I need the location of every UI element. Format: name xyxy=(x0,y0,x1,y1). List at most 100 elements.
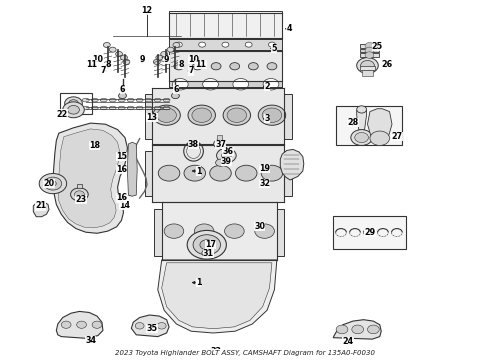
Bar xyxy=(129,189,133,190)
Bar xyxy=(169,81,282,87)
Bar xyxy=(360,44,379,48)
Ellipse shape xyxy=(118,98,125,102)
Circle shape xyxy=(355,132,368,143)
Circle shape xyxy=(368,325,379,334)
Ellipse shape xyxy=(163,106,170,110)
Ellipse shape xyxy=(82,98,89,102)
Polygon shape xyxy=(158,260,277,333)
Bar xyxy=(129,194,133,196)
Text: 29: 29 xyxy=(365,228,375,237)
Circle shape xyxy=(44,177,62,190)
Circle shape xyxy=(357,58,378,73)
Bar xyxy=(169,39,282,50)
Circle shape xyxy=(203,78,219,90)
Circle shape xyxy=(135,323,144,329)
Circle shape xyxy=(192,108,212,122)
Circle shape xyxy=(236,165,257,181)
Bar xyxy=(133,194,136,195)
Text: 24: 24 xyxy=(343,338,353,346)
Ellipse shape xyxy=(109,106,116,110)
Circle shape xyxy=(230,63,240,70)
Polygon shape xyxy=(368,109,392,141)
Circle shape xyxy=(202,249,212,257)
Circle shape xyxy=(161,51,168,57)
Bar xyxy=(129,186,133,188)
Circle shape xyxy=(227,108,246,122)
Polygon shape xyxy=(58,129,120,228)
Bar xyxy=(362,70,373,76)
Circle shape xyxy=(361,60,374,71)
Text: 6: 6 xyxy=(120,85,125,94)
Bar xyxy=(169,11,282,38)
Bar xyxy=(129,152,133,153)
Text: 5: 5 xyxy=(271,44,277,53)
Circle shape xyxy=(221,152,231,159)
Text: 39: 39 xyxy=(221,157,232,166)
Ellipse shape xyxy=(91,106,98,110)
Bar xyxy=(217,135,222,140)
Bar xyxy=(133,154,136,156)
Text: 31: 31 xyxy=(203,249,214,258)
Circle shape xyxy=(65,97,82,110)
Circle shape xyxy=(336,325,348,334)
Text: 20: 20 xyxy=(44,179,54,188)
Circle shape xyxy=(158,165,180,181)
Circle shape xyxy=(222,42,229,47)
Text: 28: 28 xyxy=(347,118,358,127)
Bar xyxy=(133,192,136,193)
Text: 16: 16 xyxy=(116,194,127,202)
Text: 17: 17 xyxy=(205,240,216,249)
Text: 7: 7 xyxy=(188,66,194,75)
Circle shape xyxy=(370,131,390,145)
Circle shape xyxy=(121,55,127,60)
Circle shape xyxy=(267,63,277,70)
Circle shape xyxy=(365,52,374,58)
Circle shape xyxy=(198,42,206,47)
Bar xyxy=(133,160,136,161)
Circle shape xyxy=(76,321,87,328)
Ellipse shape xyxy=(100,106,107,110)
Bar xyxy=(162,202,277,260)
Bar xyxy=(129,154,133,156)
Circle shape xyxy=(116,51,122,57)
Circle shape xyxy=(71,188,88,201)
Bar xyxy=(129,149,133,150)
Text: 4: 4 xyxy=(286,24,292,33)
Circle shape xyxy=(39,174,67,194)
Circle shape xyxy=(365,42,374,49)
Bar xyxy=(129,169,133,171)
Polygon shape xyxy=(131,315,169,337)
Circle shape xyxy=(63,102,84,118)
Text: 34: 34 xyxy=(85,336,96,345)
Bar xyxy=(284,94,292,139)
Ellipse shape xyxy=(154,98,161,102)
Text: 9: 9 xyxy=(164,55,170,64)
Circle shape xyxy=(210,165,231,181)
Circle shape xyxy=(211,63,221,70)
Text: 16: 16 xyxy=(116,165,127,174)
Bar xyxy=(129,180,133,182)
Circle shape xyxy=(269,42,275,47)
Bar xyxy=(129,160,133,162)
Bar xyxy=(336,106,402,145)
Bar xyxy=(360,53,379,57)
Bar xyxy=(152,145,284,202)
Text: 10: 10 xyxy=(188,55,199,64)
Bar xyxy=(169,51,282,81)
Bar xyxy=(129,163,133,165)
Circle shape xyxy=(263,78,279,90)
Circle shape xyxy=(262,108,282,122)
Bar xyxy=(133,174,136,175)
Circle shape xyxy=(61,321,71,328)
Circle shape xyxy=(157,323,166,329)
Circle shape xyxy=(174,63,184,70)
Polygon shape xyxy=(280,149,304,180)
Text: 14: 14 xyxy=(120,201,130,210)
Ellipse shape xyxy=(109,98,116,102)
Circle shape xyxy=(248,63,258,70)
Bar xyxy=(133,163,136,164)
Bar xyxy=(133,157,136,158)
Bar xyxy=(133,189,136,190)
Circle shape xyxy=(200,240,214,250)
Text: 32: 32 xyxy=(259,179,270,188)
